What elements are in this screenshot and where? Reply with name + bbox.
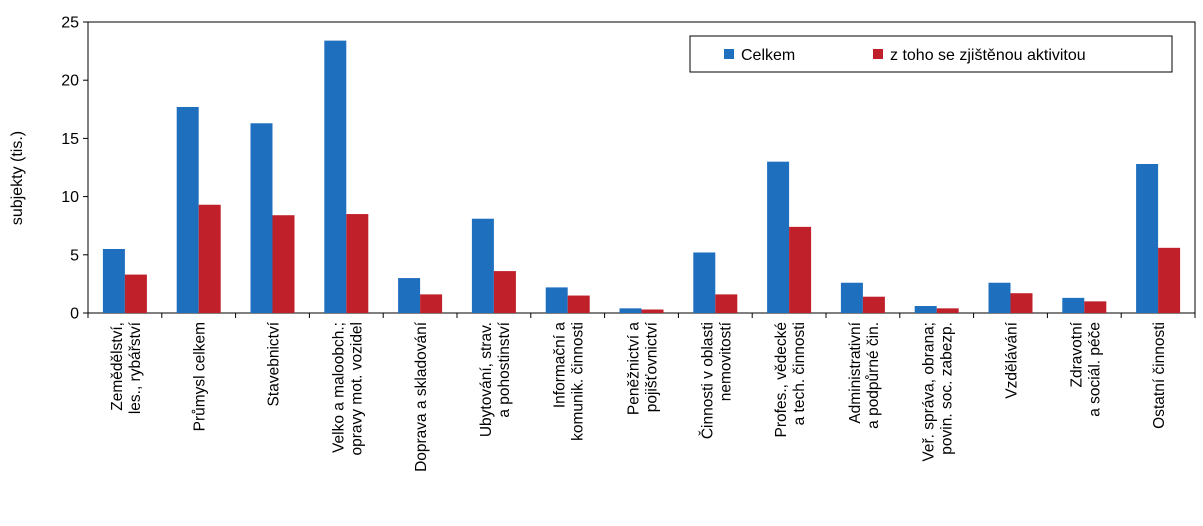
bar-celkem [102, 248, 125, 313]
bar-celkem [471, 218, 494, 313]
bar-aktivni [1158, 247, 1181, 313]
bar-celkem [914, 306, 937, 313]
category-label: a pohostinství [496, 321, 513, 417]
bar-celkem [840, 282, 863, 313]
bar-celkem [545, 287, 568, 313]
bar-celkem [693, 252, 716, 313]
category-label: pojišťovnictví [644, 321, 661, 412]
bar-celkem [1062, 297, 1085, 313]
category-label: Velko a maloobch.; [330, 322, 347, 453]
bar-aktivni [936, 308, 959, 313]
category-label: Profes., vědecké [773, 322, 790, 437]
category-label: nemovitostí [717, 321, 734, 401]
category-label: les., rybářství [127, 321, 144, 414]
category-label: opravy mot. vozidel [348, 322, 365, 456]
legend-swatch [873, 49, 883, 59]
category-label: a sociál. péče [1086, 322, 1103, 417]
category-label: Zemědělství, [109, 322, 126, 411]
y-tick-label: 15 [61, 131, 79, 148]
y-tick-label: 20 [61, 73, 79, 90]
bar-aktivni [862, 296, 885, 313]
bar-aktivni [567, 295, 590, 313]
category-label: Ubytování, strav. [478, 322, 495, 437]
category-label: Činnosti v oblasti [699, 322, 716, 439]
category-label: Průmysl celkem [192, 322, 209, 431]
legend: Celkem z toho se zjištěnou aktivitou [689, 35, 1173, 73]
bar-celkem [176, 106, 199, 313]
category-label: a podpůrné čin. [865, 322, 882, 429]
legend-label: Celkem [741, 47, 795, 64]
category-label: Ostatní činnosti [1151, 322, 1168, 429]
y-tick-label: 10 [61, 189, 79, 206]
category-label: komunik. činnosti [570, 322, 587, 441]
bar-aktivni [346, 214, 369, 313]
bar-aktivni [420, 294, 443, 313]
bar-aktivni [715, 294, 738, 313]
category-label: povin. soc. zabezp. [939, 322, 956, 455]
bar-aktivni [641, 309, 664, 313]
bar-aktivni [198, 204, 221, 313]
bar-aktivni [1084, 301, 1107, 313]
bar-aktivni [789, 226, 812, 313]
y-axis-title: subjekty (tis.) [9, 131, 26, 225]
category-label: Doprava a skladování [413, 321, 430, 472]
category-label: Informační a [552, 322, 569, 409]
bar-celkem [1136, 164, 1159, 313]
category-label: a tech. činnosti [791, 322, 808, 425]
y-tick-label: 5 [70, 247, 79, 264]
bar-celkem [398, 278, 421, 313]
bar-celkem [767, 161, 790, 313]
legend-swatch [724, 49, 734, 59]
bar-aktivni [1010, 293, 1033, 313]
legend-box [689, 35, 1173, 73]
legend-label: z toho se zjištěnou aktivitou [890, 47, 1086, 64]
category-label: Administrativní [847, 321, 864, 423]
y-tick-label: 0 [70, 306, 79, 323]
y-tick-label: 25 [61, 15, 79, 32]
bar-celkem [250, 123, 273, 313]
bar-aktivni [272, 215, 295, 313]
category-label: Vzdělávání [1004, 321, 1021, 398]
bar-celkem [619, 308, 642, 313]
category-label: Peněžnictví a [626, 322, 643, 415]
category-label: Stavebnictví [266, 321, 283, 406]
bar-aktivni [124, 274, 147, 313]
category-label: Veř. správa, obrana; [921, 322, 938, 462]
bar-aktivni [493, 271, 516, 313]
bar-celkem [988, 282, 1011, 313]
bar-celkem [324, 40, 347, 314]
category-label: Zdravotní [1068, 321, 1085, 387]
